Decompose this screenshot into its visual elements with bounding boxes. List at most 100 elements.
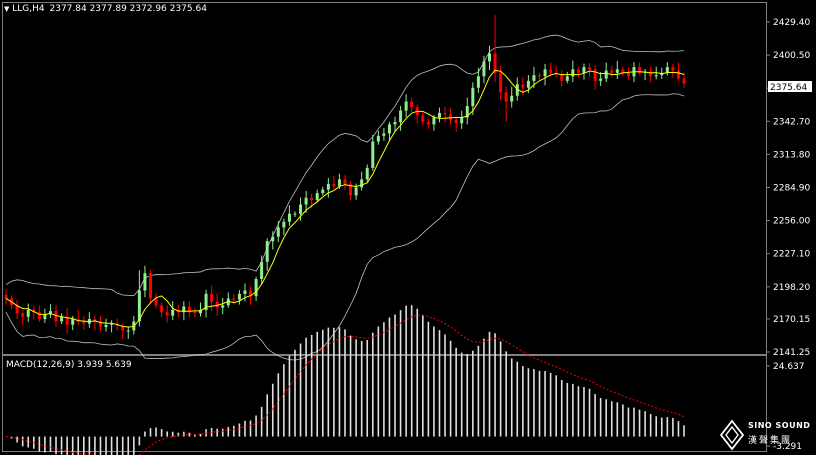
candle-body [237,293,241,300]
candle-body [337,179,341,187]
candle-body [26,309,30,317]
candle-body [37,312,41,320]
candle-body [60,316,64,322]
candle-body [476,76,480,88]
candle-body [676,70,680,79]
candle-body [626,72,630,77]
candle-body [260,261,264,279]
logo-text-cn: 漢聲集團 [748,436,793,446]
candle-body [482,61,486,77]
candle-body [621,69,625,73]
candle-body [137,290,141,322]
candle-body [671,67,675,71]
ma-line [5,69,685,328]
candle-body [249,290,253,297]
price-tick-label: 2342.70 [773,117,810,127]
candle-body [48,311,52,315]
candle-body [393,122,397,125]
candle-body [460,117,464,124]
price-tick-label: 2141.25 [773,348,810,358]
candle-body [526,80,530,88]
candle-body [449,114,453,120]
current-price-label: 2375.64 [770,83,807,93]
candle-body [121,325,125,331]
macd-label: MACD(12,26,9) 3.939 5.639 [6,360,132,370]
candle-body [204,293,208,310]
candle-body [582,67,586,73]
price-tick-label: 2170.15 [773,315,810,325]
symbol-label: LLG,H4 [12,4,45,14]
candle-body [565,76,569,81]
candle-body [221,305,225,308]
candle-body [98,321,102,328]
candle-body [104,324,108,328]
dropdown-triangle-icon[interactable]: ▼ [4,5,10,13]
ohlc-values: 2377.84 2377.89 2372.96 2375.64 [49,4,207,14]
candle-body [560,73,564,81]
macd-tick-label: 24.637 [773,362,805,372]
candle-body [215,301,219,308]
candle-body [265,241,269,262]
candle-body [282,221,286,228]
candle-body [193,312,197,314]
price-tick-label: 2284.90 [773,183,810,193]
candle-body [665,67,669,73]
candle-body [682,78,686,84]
candle-body [4,295,8,299]
candle-body [421,115,425,123]
upper-band [5,34,685,297]
candle-body [54,311,58,322]
candle-body [410,101,414,108]
candle-body [210,293,214,302]
candle-body [504,92,508,102]
price-tick-label: 2313.80 [773,150,810,160]
candle-body [638,67,642,73]
candle-body [165,312,169,316]
candle-body [443,112,447,115]
candle-body [365,167,369,180]
candle-body [604,70,608,79]
candle-body [15,305,19,314]
candle-body [148,273,152,299]
price-tick-label: 2400.50 [773,51,810,61]
candle-body [432,117,436,125]
price-tick-label: 2429.40 [773,18,810,28]
sino-sound-logo [720,419,745,451]
candle-body [93,319,97,322]
candle-body [404,101,408,111]
candle-body [187,306,191,313]
candle-body [321,189,325,194]
candle-body [287,213,291,222]
candle-body [499,72,503,93]
candle-body [143,273,147,291]
price-tick-label: 2198.20 [773,283,810,293]
candle-body [515,84,519,96]
candle-body [571,69,575,77]
candle-body [576,69,580,73]
price-tick-label: 2227.10 [773,250,810,260]
candle-body [532,75,536,81]
lower-band [5,93,685,361]
candle-body [615,69,619,73]
current-price-box [768,81,812,92]
candle-body [426,122,430,125]
candle-body [538,75,542,77]
candle-body [654,75,658,77]
candle-body [387,124,391,134]
candle-body [310,197,314,200]
price-tick-label: 2256.00 [773,217,810,227]
candle-body [649,71,653,77]
candle-body [549,69,553,73]
candle-body [199,309,203,314]
chart-header: ▼ LLG,H4 2377.84 2377.89 2372.96 2375.64 [4,4,207,14]
candle-body [343,179,347,184]
candle-body [21,313,25,317]
candle-body [454,119,458,124]
candle-body [593,69,597,81]
candle-body [154,298,158,306]
candle-body [471,87,475,107]
candle-body [493,53,497,73]
signal-line [5,314,685,455]
candle-body [304,197,308,205]
